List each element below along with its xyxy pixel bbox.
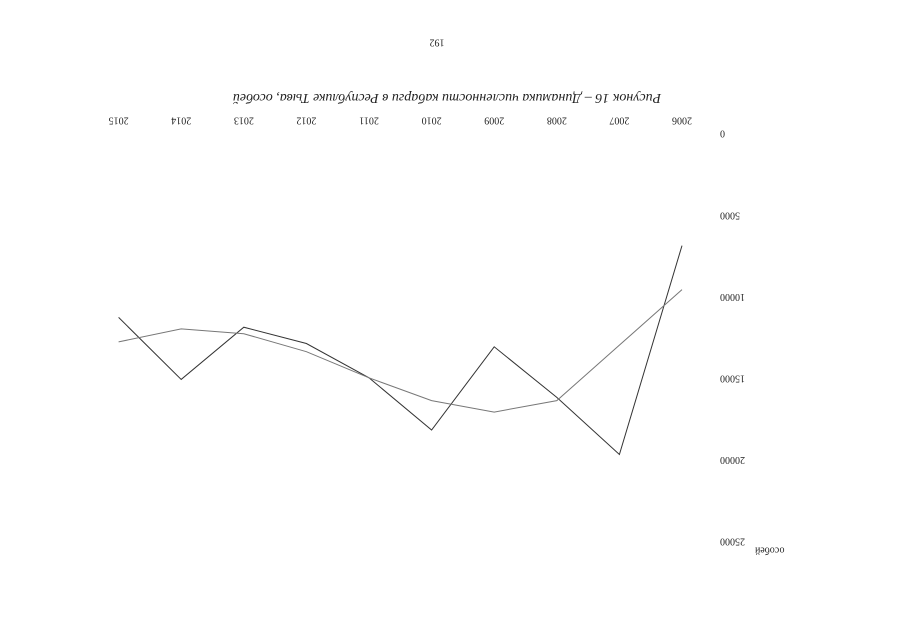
y-tick-label: 20000 [720, 454, 745, 465]
x-tick-label: 2006 [672, 115, 692, 126]
x-tick-label: 2007 [609, 115, 629, 126]
x-tick-label: 2010 [422, 115, 442, 126]
chart-caption: Рисунок 16 – Динамика численности кабарг… [233, 90, 662, 105]
y-tick-label: 15000 [720, 373, 745, 384]
page-number: 192 [430, 37, 445, 48]
data-line [118, 289, 683, 413]
y-tick-label: 25000 [720, 536, 745, 547]
y-tick-label: 0 [720, 128, 725, 139]
y-tick-label: 5000 [720, 209, 740, 220]
x-tick-label: 2015 [109, 115, 129, 126]
x-tick-label: 2008 [547, 115, 567, 126]
x-tick-label: 2014 [171, 115, 191, 126]
data-line [118, 245, 683, 456]
x-tick-label: 2011 [359, 115, 379, 126]
y-axis-label: особей [754, 545, 784, 556]
x-tick-label: 2013 [234, 115, 254, 126]
x-tick-label: 2009 [484, 115, 504, 126]
y-tick-label: 10000 [720, 291, 745, 302]
x-tick-label: 2012 [296, 115, 316, 126]
